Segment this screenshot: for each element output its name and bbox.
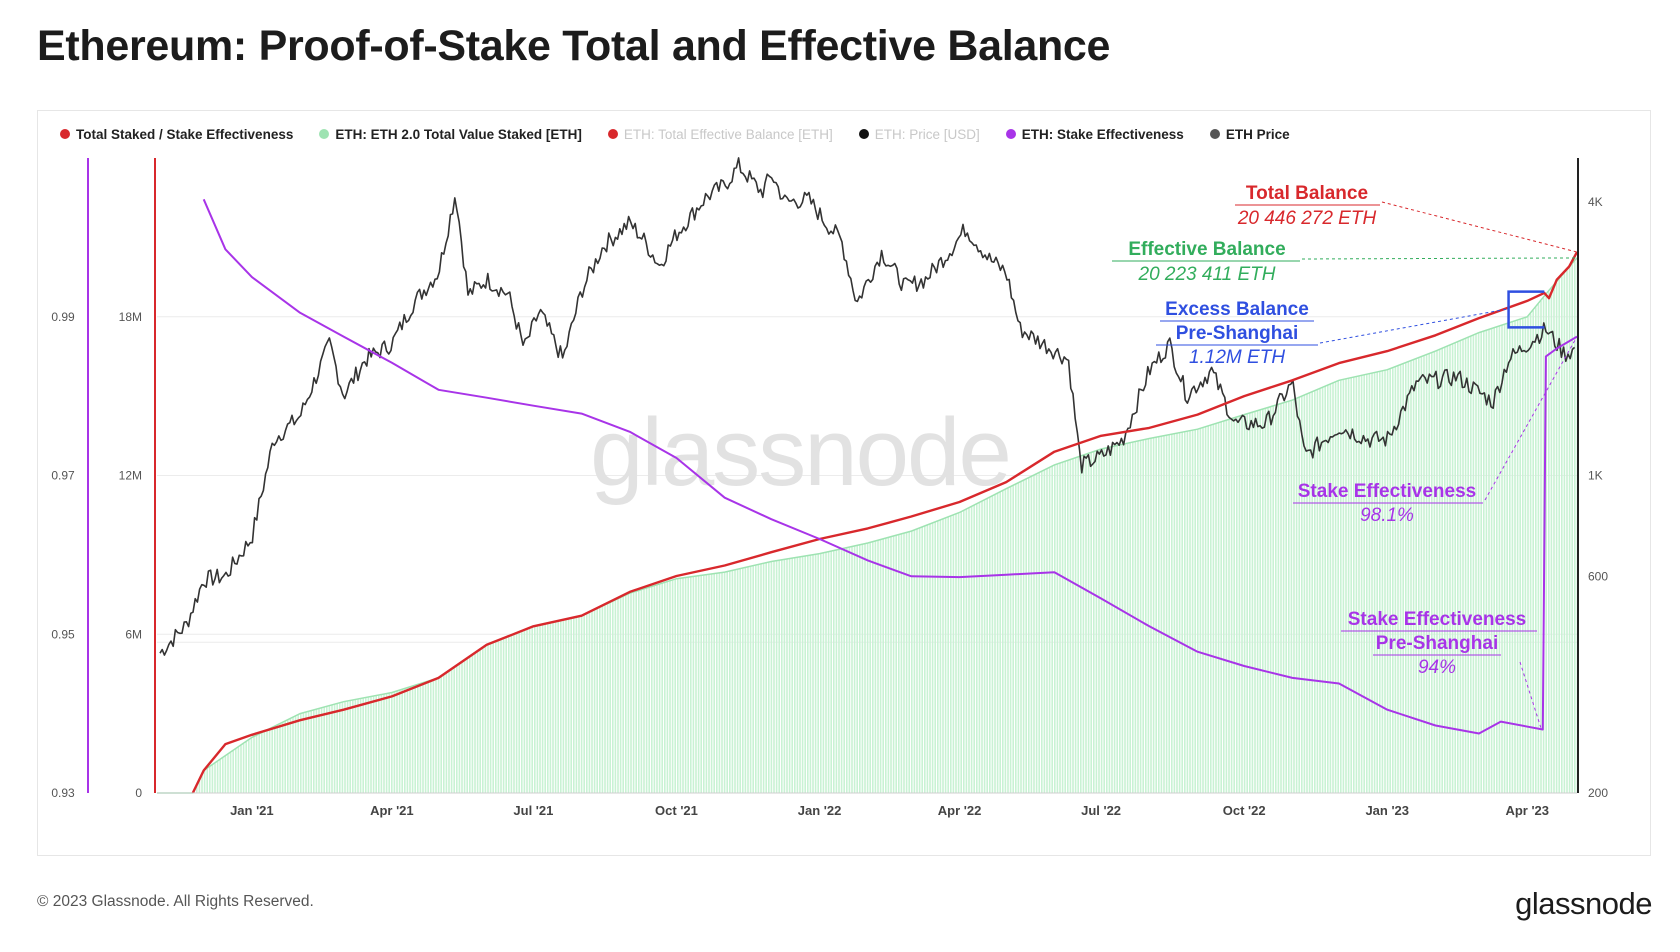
- x-tick: Apr '23: [1505, 803, 1549, 818]
- excess-balance-bracket: [1507, 290, 1545, 329]
- copyright-text: © 2023 Glassnode. All Rights Reserved.: [37, 893, 314, 910]
- legend-dot-icon: [60, 129, 70, 139]
- y-tick-staked: 0: [135, 786, 142, 800]
- y-tick-effectiveness: 0.93: [51, 786, 75, 800]
- legend-dot-icon: [1209, 129, 1220, 139]
- y-tick-staked: 12M: [119, 469, 142, 483]
- legend-label: ETH: Stake Effectiveness: [1021, 126, 1184, 142]
- legend-dot-icon: [1005, 129, 1016, 139]
- annotation-excess-balance-title: Excess Balance: [1165, 299, 1309, 320]
- legend-dot-icon: [607, 129, 618, 139]
- annotation-pre-shanghai-title: Stake Effectiveness: [1348, 609, 1527, 630]
- annotation-leader: [1381, 201, 1578, 253]
- legend-item-total-effective-balance[interactable]: ETH: Total Effective Balance [ETH]: [607, 126, 833, 142]
- legend-item-eth-price[interactable]: ETH Price: [1209, 126, 1290, 142]
- annotation-pre-shanghai-subtitle: Pre-Shanghai: [1376, 633, 1498, 654]
- annotation-effective-balance-value: 20 223 411 ETH: [1138, 264, 1276, 285]
- legend-dot-icon: [319, 129, 330, 139]
- annotation-leader: [1301, 257, 1578, 260]
- legend-dot-icon: [858, 129, 869, 139]
- legend-label: ETH: ETH 2.0 Total Value Staked [ETH]: [335, 126, 582, 142]
- y-tick-staked: 18M: [119, 310, 142, 324]
- staked-value-bars: [193, 258, 1579, 793]
- annotation-total-balance-title: Total Balance: [1246, 183, 1368, 204]
- y-tick-price: 600: [1588, 569, 1608, 583]
- y-tick-staked: 6M: [125, 627, 142, 641]
- x-tick: Jul '22: [1081, 803, 1121, 818]
- x-tick: Apr '22: [938, 803, 982, 818]
- x-tick: Jul '21: [513, 803, 553, 818]
- legend-item-stake-effectiveness[interactable]: ETH: Stake Effectiveness: [1005, 126, 1184, 142]
- y-tick-effectiveness: 0.97: [51, 469, 75, 483]
- page-title: Ethereum: Proof-of-Stake Total and Effec…: [37, 22, 1111, 70]
- annotation-leader: [1484, 336, 1578, 501]
- annotation-excess-balance-subtitle: Pre-Shanghai: [1176, 323, 1298, 344]
- legend-label: ETH Price: [1225, 126, 1290, 142]
- legend-item-price-usd[interactable]: ETH: Price [USD]: [858, 126, 980, 142]
- x-tick: Oct '22: [1223, 803, 1266, 818]
- legend-label: ETH: Total Effective Balance [ETH]: [623, 126, 833, 142]
- brand-logo: glassnode: [1515, 886, 1652, 921]
- x-tick: Oct '21: [655, 803, 698, 818]
- annotation-excess-balance-value: 1.12M ETH: [1189, 347, 1285, 368]
- x-tick: Apr '21: [370, 803, 414, 818]
- y-tick-price: 4K: [1588, 195, 1603, 209]
- stake-effectiveness-line: [202, 198, 1578, 735]
- staked-value-edge: [157, 257, 1578, 794]
- annotation-total-balance-value: 20 446 272 ETH: [1237, 208, 1377, 229]
- legend-item-total-staked[interactable]: Total Staked / Stake Effectiveness: [60, 127, 293, 142]
- y-tick-effectiveness: 0.99: [51, 310, 75, 324]
- y-tick-price: 200: [1588, 786, 1608, 800]
- x-tick: Jan '21: [230, 803, 274, 818]
- annotation-stake-effectiveness-title: Stake Effectiveness: [1298, 481, 1477, 502]
- chart-legend: Total Staked / Stake Effectiveness ETH: …: [60, 124, 1290, 144]
- x-tick: Jan '23: [1365, 803, 1409, 818]
- total-balance-line: [191, 251, 1579, 794]
- y-tick-price: 1K: [1588, 469, 1603, 483]
- annotation-pre-shanghai-value: 94%: [1418, 657, 1456, 678]
- annotation-leader: [1319, 308, 1509, 344]
- legend-label: Total Staked / Stake Effectiveness: [76, 126, 294, 142]
- y-tick-effectiveness: 0.95: [51, 627, 75, 641]
- annotation-stake-effectiveness-value: 98.1%: [1360, 505, 1414, 526]
- watermark: glassnode: [590, 399, 1010, 506]
- annotation-effective-balance-title: Effective Balance: [1128, 239, 1285, 260]
- x-tick: Jan '22: [798, 803, 842, 818]
- legend-label: ETH: Price [USD]: [874, 126, 980, 142]
- eth-price-line: [159, 157, 1576, 656]
- legend-item-total-value-staked[interactable]: ETH: ETH 2.0 Total Value Staked [ETH]: [319, 127, 582, 142]
